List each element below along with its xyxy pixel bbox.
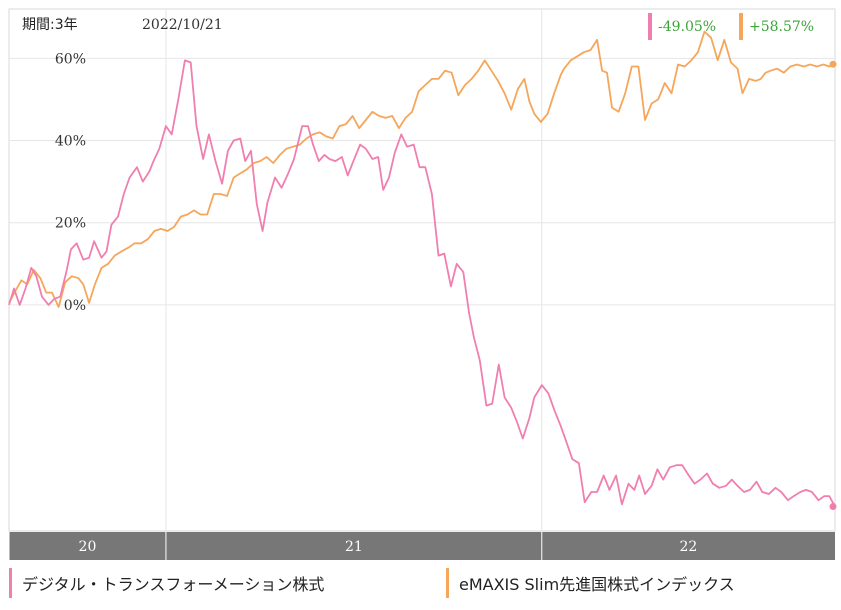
x-tick-label: 20 [79,539,97,555]
date-label: 2022/10/21 [142,17,223,33]
y-tick-label: 60% [55,51,86,67]
plot-frame [8,8,836,532]
x-tick-label: 21 [345,539,363,555]
series-end-point [829,503,837,511]
x-axis-band [541,532,835,560]
line-chart: 0% 20% 40% 60% 期間:3年 2022/10/21 -49.05% +58.… [8,8,837,560]
change-badge: +58.57% [749,19,814,35]
period-label[interactable]: 期間:3年 [22,17,78,33]
x-axis-band [165,532,542,560]
change-badge: -49.05% [658,19,716,35]
legend-label: デジタル・トランスフォーメーション株式 [22,575,325,594]
series-line[interactable] [8,30,836,308]
legend-item-emaxis-slim[interactable]: eMAXIS Slim先進国株式インデックス [446,568,735,598]
legend-item-digital-transformation[interactable]: デジタル・トランスフォーメーション株式 [9,568,324,598]
y-tick-label: 0% [64,298,86,314]
x-axis-band [9,532,166,560]
legend-label: eMAXIS Slim先進国株式インデックス [459,575,735,594]
y-tick-label: 20% [55,216,86,232]
badge-color-bar [739,13,743,40]
series-line[interactable] [8,59,836,507]
legend-swatch-orange [446,568,449,598]
badge-color-bar [648,13,652,40]
legend-swatch-pink [9,568,12,598]
series-end-point [829,60,837,68]
y-tick-label: 40% [55,134,86,150]
x-tick-label: 22 [679,539,697,555]
